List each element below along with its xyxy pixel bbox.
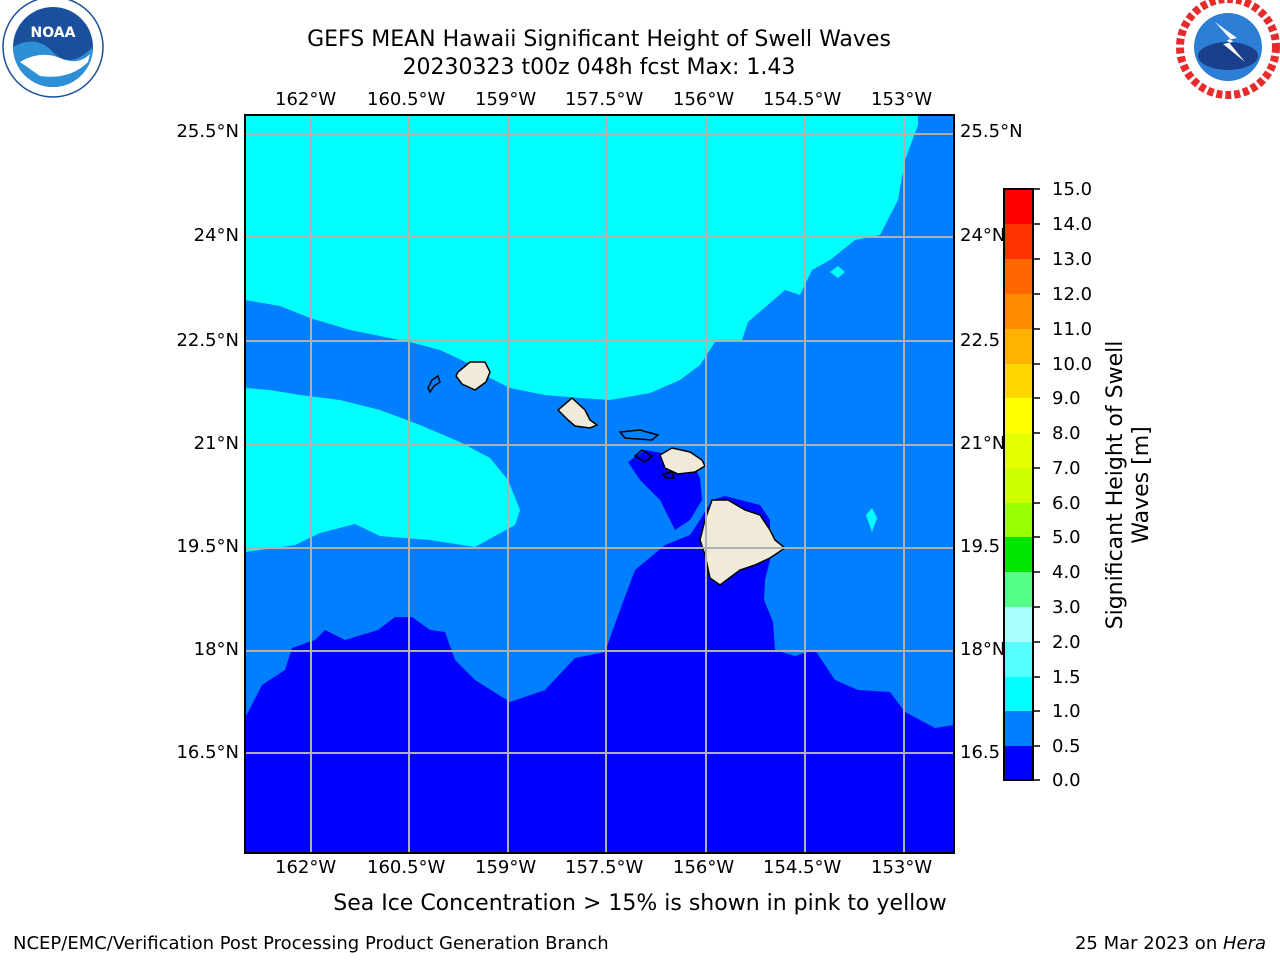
colorbar-segment [1004,607,1033,642]
colorbar-segment [1004,259,1033,294]
noaa-logo-text: NOAA [31,25,76,41]
lat-label-left: 18°N [193,639,239,660]
chart-subtitle: 20230323 t00z 048h fcst Max: 1.43 [402,55,796,80]
lat-label-right: 24°N [960,225,1006,246]
lat-label-right: 21°N [960,433,1006,454]
colorbar-segment [1004,537,1033,572]
lat-label-left: 21°N [193,433,239,454]
colorbar-segment [1004,329,1033,364]
lat-label-right: 25.5°N [960,121,1023,142]
lightning-icon [1215,22,1245,62]
colorbar [1003,188,1034,781]
colorbar-tick-label: 7.0 [1052,458,1081,479]
contour-1-0-1-5-blob [830,266,845,278]
lon-label-bottom: 156°W [673,857,735,878]
colorbar-segment [1004,398,1033,433]
contour-1-0-1-5-west [245,388,520,552]
colorbar-segment [1004,433,1033,468]
colorbar-segment [1004,294,1033,329]
colorbar-tick-label: 1.0 [1052,701,1081,722]
lon-label-bottom: 157.5°W [565,857,644,878]
lon-label-bottom: 153°W [871,857,933,878]
noaa-logo: NOAA [2,0,104,98]
lon-label-top: 160.5°W [367,89,446,110]
colorbar-segment [1004,711,1033,746]
nws-logo [1176,0,1280,99]
lat-label-right: 19.5 [960,536,1001,557]
lat-label-left: 16.5°N [176,742,239,763]
colorbar-tick-label: 2.0 [1052,632,1081,653]
colorbar-segment [1004,364,1033,398]
colorbar-tick-label: 13.0 [1052,249,1093,270]
sea-ice-note: Sea Ice Concentration > 15% is shown in … [0,891,1280,916]
colorbar-tick-label: 10.0 [1052,354,1093,375]
colorbar-segment [1004,642,1033,677]
island-kahoolawe [661,471,676,479]
footer-date: 25 Mar 2023 on [1074,933,1223,954]
lon-label-top: 153°W [871,89,933,110]
contour-1-0-1-5-sliver [866,508,877,532]
map-frame [244,114,955,854]
colorbar-label: Significant Height of Swell Waves [m] [1103,340,1154,630]
lon-label-top: 157.5°W [565,89,644,110]
wave-height-field [245,115,954,853]
footer-host: Hera [1222,933,1266,954]
hawaiian-islands [427,361,787,586]
island-niihau [427,374,441,394]
colorbar-tick-label: 3.0 [1052,597,1081,618]
chart-title: GEFS MEAN Hawaii Significant Height of S… [307,27,891,52]
lon-label-bottom: 162°W [275,857,337,878]
colorbar-tick-label: 6.0 [1052,493,1081,514]
colorbar-tick-label: 0.5 [1052,736,1081,757]
colorbar-tick-label: 11.0 [1052,319,1093,340]
footer-left: NCEP/EMC/Verification Post Processing Pr… [13,933,609,954]
colorbar-segment [1004,677,1033,711]
lon-label-bottom: 154.5°W [763,857,842,878]
colorbar-tick-label: 9.0 [1052,388,1081,409]
island-lanai [633,449,654,463]
lat-label-left: 25.5°N [176,121,239,142]
island-oahu [556,396,599,429]
colorbar-segment [1004,572,1033,607]
contour-0-0-0-5-south [245,496,954,853]
footer-right: 25 Mar 2023 on Hera [1075,933,1266,954]
sea-ice-note-text: Sea Ice Concentration > 15% is shown in … [333,891,947,916]
lon-label-top: 156°W [673,89,735,110]
lon-label-bottom: 160.5°W [367,857,446,878]
colorbar-segment [1004,746,1033,780]
lon-label-top: 162°W [275,89,337,110]
colorbar-tick-label: 15.0 [1052,179,1093,200]
colorbar-segment [1004,503,1033,537]
lat-label-left: 24°N [193,225,239,246]
lat-label-right: 22.5 [960,330,1001,351]
lon-label-bottom: 159°W [475,857,537,878]
colorbar-tick-label: 8.0 [1052,423,1081,444]
lat-label-right: 18°N [960,639,1006,660]
lat-label-left: 19.5°N [176,536,239,557]
colorbar-tick-label: 14.0 [1052,214,1093,235]
colorbar-segment [1004,189,1033,224]
colorbar-tick-label: 4.0 [1052,562,1081,583]
lat-label-left: 22.5°N [176,330,239,351]
colorbar-tick-label: 12.0 [1052,284,1093,305]
graticule [245,115,954,853]
colorbar-segment [1004,468,1033,503]
colorbar-tick-label: 5.0 [1052,527,1081,548]
lon-label-top: 154.5°W [763,89,842,110]
colorbar-segment [1004,224,1033,259]
colorbar-tick-label: 1.5 [1052,667,1081,688]
contour-1-0-1-5-north [245,115,918,400]
lat-label-right: 16.5 [960,742,1001,763]
island-molokai [618,429,660,441]
island-kauai [455,361,491,391]
lon-label-top: 159°W [475,89,537,110]
colorbar-tick-label: 0.0 [1052,770,1081,791]
colorbar-frame [1003,188,1034,781]
